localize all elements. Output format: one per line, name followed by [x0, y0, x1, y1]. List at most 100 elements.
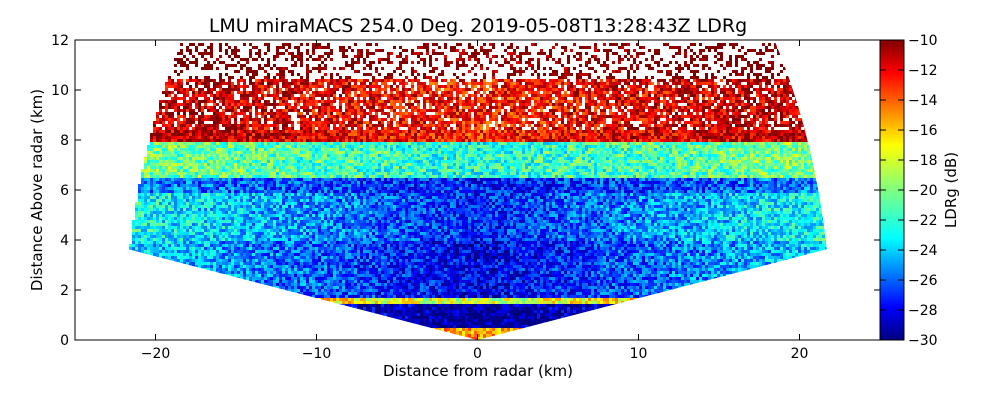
heatmap-cell — [183, 247, 186, 250]
heatmap-cell — [282, 160, 285, 163]
heatmap-cell — [177, 85, 180, 88]
heatmap-cell — [261, 274, 264, 277]
heatmap-cell — [195, 184, 198, 187]
heatmap-cell — [279, 253, 282, 256]
heatmap-cell — [207, 247, 210, 250]
heatmap-cell — [192, 259, 195, 262]
heatmap-cell — [219, 202, 222, 205]
heatmap-cell — [243, 91, 246, 94]
heatmap-cell — [279, 193, 282, 196]
heatmap-cell — [246, 196, 249, 199]
heatmap-cell — [138, 196, 141, 199]
heatmap-cell — [273, 265, 276, 268]
heatmap-cell — [285, 169, 288, 172]
heatmap-cell — [198, 232, 201, 235]
heatmap-cell — [297, 259, 300, 262]
heatmap-cell — [243, 88, 246, 91]
heatmap-cell — [171, 106, 174, 109]
heatmap-cell — [279, 208, 282, 211]
heatmap-cell — [186, 229, 189, 232]
heatmap-cell — [252, 76, 255, 79]
heatmap-cell — [285, 274, 288, 277]
heatmap-cell — [180, 196, 183, 199]
heatmap-cell — [222, 217, 225, 220]
heatmap-cell — [264, 262, 267, 265]
heatmap-cell — [228, 79, 231, 82]
heatmap-cell — [159, 214, 162, 217]
heatmap-cell — [285, 271, 288, 274]
heatmap-cell — [186, 157, 189, 160]
heatmap-cell — [177, 199, 180, 202]
heatmap-cell — [228, 256, 231, 259]
heatmap-cell — [210, 187, 213, 190]
heatmap-cell — [234, 112, 237, 115]
heatmap-cell — [225, 184, 228, 187]
heatmap-cell — [255, 109, 258, 112]
heatmap-cell — [207, 244, 210, 247]
heatmap-cell — [279, 214, 282, 217]
heatmap-cell — [288, 244, 291, 247]
heatmap-cell — [252, 169, 255, 172]
heatmap-cell — [300, 256, 303, 259]
heatmap-cell — [219, 142, 222, 145]
heatmap-cell — [171, 205, 174, 208]
heatmap-cell — [156, 193, 159, 196]
heatmap-cell — [255, 175, 258, 178]
heatmap-cell — [261, 85, 264, 88]
heatmap-cell — [207, 178, 210, 181]
heatmap-cell — [207, 175, 210, 178]
heatmap-cell — [189, 76, 192, 79]
heatmap-cell — [297, 160, 300, 163]
heatmap-cell — [285, 220, 288, 223]
heatmap-cell — [216, 256, 219, 259]
heatmap-cell — [213, 109, 216, 112]
heatmap-cell — [225, 130, 228, 133]
heatmap-cell — [309, 124, 312, 127]
heatmap-cell — [300, 244, 303, 247]
heatmap-cell — [174, 136, 177, 139]
heatmap-cell — [279, 169, 282, 172]
heatmap-cell — [186, 175, 189, 178]
heatmap-cell — [249, 160, 252, 163]
heatmap-cell — [162, 217, 165, 220]
heatmap-cell — [282, 166, 285, 169]
heatmap-cell — [153, 154, 156, 157]
heatmap-cell — [174, 160, 177, 163]
heatmap-cell — [288, 106, 291, 109]
heatmap-cell — [267, 49, 270, 52]
heatmap-cell — [273, 220, 276, 223]
heatmap-cell — [240, 91, 243, 94]
heatmap-cell — [144, 211, 147, 214]
heatmap-cell — [168, 220, 171, 223]
heatmap-cell — [306, 67, 309, 70]
heatmap-cell — [183, 157, 186, 160]
heatmap-cell — [249, 256, 252, 259]
heatmap-cell — [276, 145, 279, 148]
heatmap-cell — [279, 46, 282, 49]
heatmap-cell — [204, 193, 207, 196]
heatmap-cell — [243, 208, 246, 211]
heatmap-cell — [288, 205, 291, 208]
heatmap-cell — [159, 172, 162, 175]
heatmap-cell — [144, 181, 147, 184]
heatmap-cell — [252, 46, 255, 49]
heatmap-cell — [291, 271, 294, 274]
heatmap-cell — [216, 238, 219, 241]
heatmap-cell — [252, 97, 255, 100]
heatmap-cell — [258, 247, 261, 250]
heatmap-cell — [270, 229, 273, 232]
heatmap-cell — [144, 169, 147, 172]
heatmap-cell — [225, 238, 228, 241]
heatmap-cell — [204, 139, 207, 142]
heatmap-cell — [180, 229, 183, 232]
heatmap-cell — [219, 256, 222, 259]
heatmap-cell — [252, 184, 255, 187]
heatmap-cell — [183, 211, 186, 214]
heatmap-cell — [306, 205, 309, 208]
heatmap-cell — [228, 193, 231, 196]
heatmap-cell — [225, 160, 228, 163]
heatmap-cell — [213, 97, 216, 100]
heatmap-cell — [201, 112, 204, 115]
heatmap-cell — [249, 142, 252, 145]
heatmap-cell — [177, 223, 180, 226]
